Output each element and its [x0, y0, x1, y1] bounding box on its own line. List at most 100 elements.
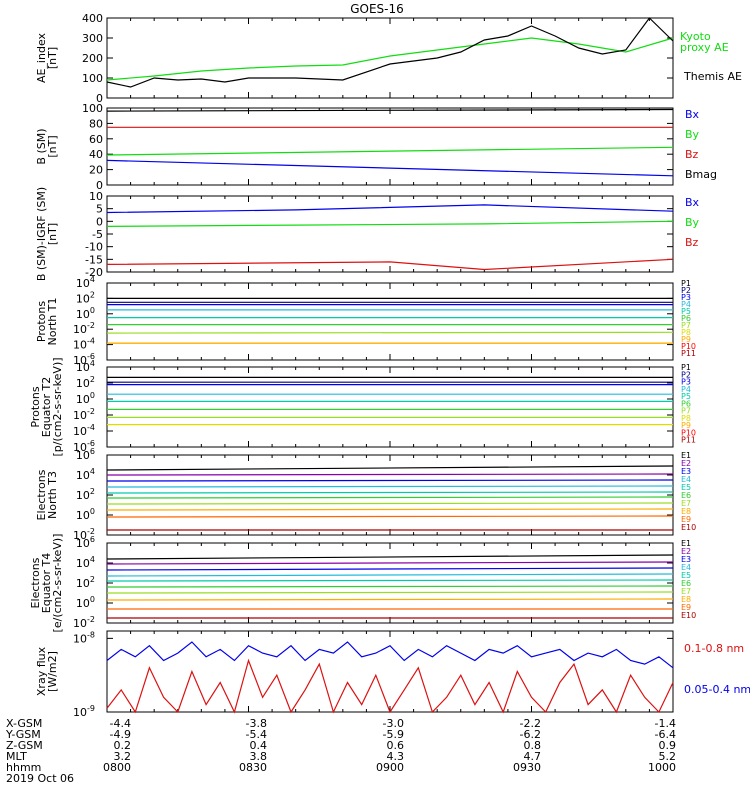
footer-column-0900: -3.0 -5.9 0.6 4.3 0900 — [368, 718, 404, 773]
legend-bz: Bz — [685, 148, 699, 161]
y-tick-label: 104 — [76, 467, 95, 482]
legend-kyoto: Kyoto — [680, 30, 711, 43]
y-tick-label: 0 — [96, 215, 103, 228]
legend-p7: P7 — [681, 321, 691, 330]
series-line-bz — [106, 258, 674, 271]
legend-e8: E8 — [681, 507, 691, 516]
legend-p9: P9 — [681, 421, 691, 430]
y-axis-label: Equator T4 — [40, 553, 53, 613]
series-line-e7 — [106, 502, 674, 505]
legend-p5: P5 — [681, 392, 691, 401]
row-label-xgsm: X-GSM — [6, 717, 43, 730]
y-tick-label: 104 — [76, 555, 95, 570]
date-label: 2019 Oct 06 — [6, 772, 75, 785]
legend-p2: P2 — [681, 286, 691, 295]
y-tick-label: 10-8 — [73, 630, 95, 645]
row-label-zgsm: Z-GSM — [6, 739, 43, 752]
footer-column-0930: -2.2 -6.2 0.8 4.7 0930 — [505, 718, 541, 773]
legend-e5: E5 — [681, 571, 691, 580]
series-line-bx — [106, 159, 674, 177]
y-tick-label: 80 — [89, 117, 103, 130]
legend-e8: E8 — [681, 595, 691, 604]
y-tick-label: 102 — [76, 487, 95, 502]
y-tick-label: -20 — [85, 266, 103, 279]
y-axis-label: Electrons — [29, 557, 42, 608]
y-tick-label: 300 — [82, 32, 103, 45]
legend-bz: Bz — [685, 236, 699, 249]
legend-e6: E6 — [681, 491, 691, 500]
y-tick-label: 10-2 — [73, 321, 95, 336]
series-line-e6 — [106, 585, 674, 588]
figure-title: GOES-16 — [350, 2, 404, 16]
legend-e9: E9 — [681, 515, 691, 524]
y-tick-label: 102 — [76, 575, 95, 590]
y-axis-label: North T3 — [46, 471, 59, 519]
footer-column-0830: -3.8 -5.4 0.4 3.8 0830 — [231, 718, 267, 773]
y-tick-label: 106 — [76, 447, 95, 462]
legend-by: By — [685, 216, 700, 229]
series-line-0108nm — [106, 658, 674, 714]
y-axis-label: Xray flux — [35, 646, 48, 696]
y-tick-label: 10-9 — [73, 704, 95, 719]
footer-value: 0.2 — [113, 739, 132, 752]
legend-p1: P1 — [681, 279, 691, 288]
footer-value: 0930 — [513, 761, 541, 774]
row-label-ygsm: Y-GSM — [6, 728, 41, 741]
y-axis-label: [nT] — [46, 223, 59, 245]
footer-value: -5.9 — [382, 728, 404, 741]
footer-value: -4.9 — [109, 728, 131, 741]
footer-value: -5.4 — [245, 728, 267, 741]
legend-e10: E10 — [681, 523, 696, 532]
y-axis-label: [p/(cm2-s-sr-keV)] — [51, 357, 64, 456]
footer-value: -2.2 — [519, 717, 541, 730]
footer-value: -4.4 — [109, 717, 131, 730]
y-axis-label: B (SM) — [35, 128, 48, 164]
panel-frame — [106, 282, 674, 361]
legend-bx: Bx — [685, 108, 700, 121]
legend-kyoto-2: proxy AE — [680, 41, 729, 54]
footer-value: 4.7 — [523, 750, 542, 763]
y-tick-label: 20 — [89, 164, 103, 177]
series-line-e4 — [106, 573, 674, 577]
footer-value: 0900 — [376, 761, 404, 774]
y-tick-label: 102 — [76, 290, 95, 305]
series-line-e9 — [106, 515, 674, 518]
series-line-e2 — [106, 473, 674, 476]
legend-p11: P11 — [681, 349, 696, 358]
series-line-e1 — [106, 465, 674, 471]
series-line-p7 — [106, 331, 674, 334]
legend-e7: E7 — [681, 499, 691, 508]
y-axis-label: B (SM)-IGRF (SM) — [35, 187, 48, 281]
legend-xray-short: 0.05-0.4 nm — [684, 683, 750, 696]
legend-p5: P5 — [681, 307, 691, 316]
y-tick-label: -15 — [85, 253, 103, 266]
legend-e9: E9 — [681, 603, 691, 612]
panel-frame — [106, 366, 674, 448]
footer-value: 0.4 — [249, 739, 268, 752]
y-axis-label: Protons — [29, 386, 42, 427]
y-tick-label: 100 — [82, 72, 103, 85]
y-tick-label: 200 — [82, 52, 103, 65]
legend-p6: P6 — [681, 314, 691, 323]
series-line-kyotoproxyae — [106, 37, 674, 81]
legend-p11: P11 — [681, 436, 696, 445]
y-axis-label: [e/(cm2-s-sr-keV)] — [51, 534, 64, 633]
y-tick-label: 5 — [96, 203, 103, 216]
y-tick-label: 10-2 — [73, 615, 95, 630]
footer-value: 3.8 — [249, 750, 268, 763]
y-tick-label: 104 — [76, 275, 95, 290]
legend-p4: P4 — [681, 385, 691, 394]
y-tick-label: 102 — [76, 375, 95, 390]
y-tick-label: 106 — [76, 535, 95, 550]
series-line-e8 — [106, 508, 674, 511]
legend-e7: E7 — [681, 587, 691, 596]
footer-value: -1.4 — [654, 717, 676, 730]
y-axis-label: North T1 — [46, 298, 59, 346]
legend-p3: P3 — [681, 378, 691, 387]
legend-e3: E3 — [681, 555, 691, 564]
legend-p3: P3 — [681, 293, 691, 302]
y-axis-label: Equator T2 — [40, 377, 53, 437]
footer-value: 0800 — [103, 761, 131, 774]
